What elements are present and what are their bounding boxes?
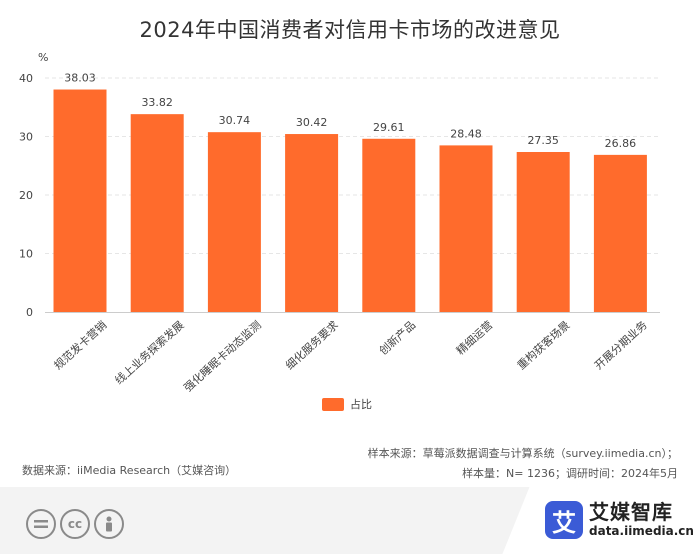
legend: 占比 [322,396,372,412]
bar [516,152,570,312]
bar [362,138,416,312]
y-tick-label: 10 [19,248,33,261]
bar [593,154,647,312]
x-tick-label: 开展分期业务 [592,319,650,373]
x-tick-label: 细化服务要求 [283,318,341,373]
x-tick-label: 规范发卡营销 [51,318,109,373]
data-label: 30.74 [219,114,251,127]
legend-swatch [322,397,344,411]
license-icons: cc [26,509,124,539]
x-tick-label: 精细运营 [453,318,495,358]
data-source: 数据来源：iiMedia Research（艾媒咨询） [22,464,237,477]
y-tick-label: 20 [19,189,33,202]
data-label: 29.61 [373,121,405,134]
bar [53,89,107,312]
y-tick-label: 30 [19,131,33,144]
y-tick-label: 0 [26,306,33,319]
x-tick-label: 线上业务探索发展 [112,318,187,387]
y-tick-label: 40 [19,72,33,85]
bar-chart: % 0 10 20 30 40 38.03 规范发卡营销 33.82 线上业务探索发展 30.74 强… [19,51,660,395]
brand-name: 艾媒智库 [589,500,673,524]
legend-label: 占比 [350,398,372,411]
x-tick-label: 强化睡眠卡动态监测 [181,318,264,395]
bar [130,114,184,312]
data-label: 28.48 [450,127,482,140]
brand-logo-icon: 艾 [545,501,583,539]
cc-icon: cc [60,509,90,539]
y-axis-unit: % [38,51,48,64]
sample-source-line: 样本来源：草莓派数据调查与计算系统（survey.iimedia.cn）； [367,447,678,460]
bar [439,145,493,312]
data-label: 26.86 [605,137,637,150]
brand-url: data.iimedia.cn [589,524,694,538]
bar [207,132,261,312]
sample-size-line: 样本量：N= 1236；调研时间：2024年5月 [462,467,678,480]
x-tick-label: 重构获客场景 [514,318,572,373]
data-label: 38.03 [64,72,96,85]
chart-title: 2024年中国消费者对信用卡市场的改进意见 [139,18,561,42]
equals-icon [26,509,56,539]
x-tick-label: 创新产品 [376,318,418,358]
data-label: 30.42 [296,116,328,129]
person-icon [94,509,124,539]
sample-source: 样本来源：草莓派数据调查与计算系统（survey.iimedia.cn）； 样本… [368,444,678,484]
brand[interactable]: 艾 艾媒智库 data.iimedia.cn [545,501,694,539]
bar [285,134,339,312]
data-label: 33.82 [141,96,173,109]
data-label: 27.35 [527,134,559,147]
